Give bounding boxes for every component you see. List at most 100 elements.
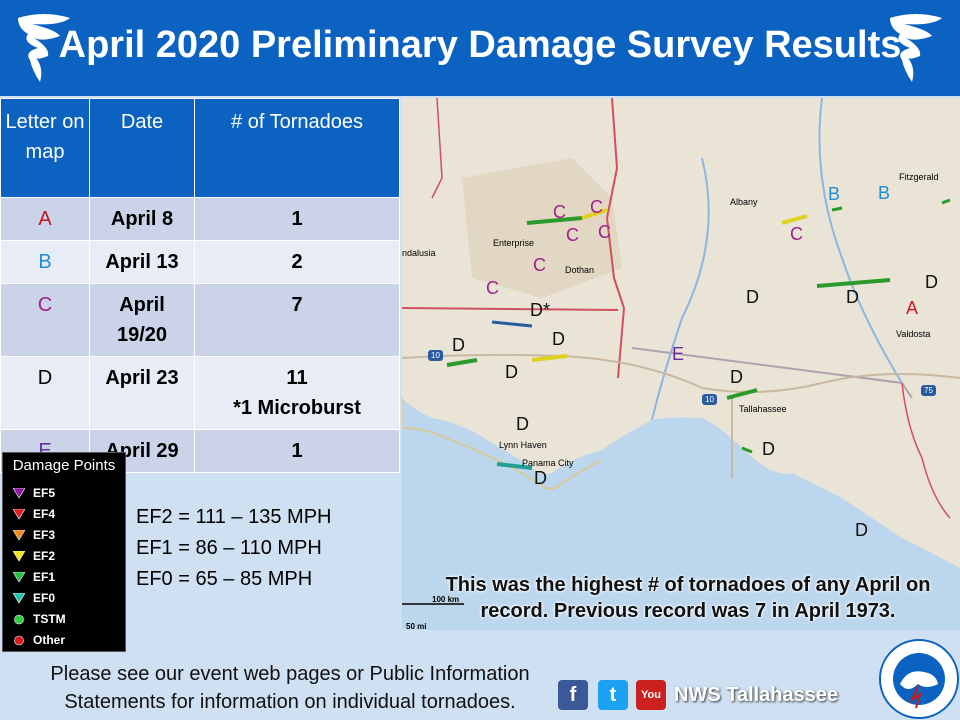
tornado-tracks <box>446 198 951 470</box>
city-label: Enterprise <box>493 238 535 248</box>
facebook-icon[interactable]: f <box>558 680 588 710</box>
triangle-icon <box>13 488 25 499</box>
header-banner: April 2020 Preliminary Damage Survey Res… <box>0 0 960 96</box>
twitter-icon[interactable]: t <box>598 680 628 710</box>
ef-scale-line: EF1 = 86 – 110 MPH <box>136 537 322 559</box>
city-label: Tallahassee <box>739 404 787 414</box>
map-marker: C <box>590 197 603 217</box>
city-label: Valdosta <box>896 329 931 339</box>
map-marker: C <box>486 278 499 298</box>
scale-bar <box>402 603 464 605</box>
brand-name: NWS Tallahassee <box>674 684 839 706</box>
legend-item-ef0: EF0 <box>13 590 56 606</box>
row-count: 1 <box>194 197 400 241</box>
map-marker: D <box>925 272 938 292</box>
city-label: Panama City <box>522 458 574 468</box>
map-marker: C <box>790 224 803 244</box>
row-letter: D <box>0 356 90 430</box>
legend-label: EF4 <box>33 507 56 521</box>
legend-label: EF2 <box>33 549 56 563</box>
legend-item-ef4: EF4 <box>13 506 56 522</box>
map-marker: B <box>878 183 891 203</box>
table-row: D April 23 11 *1 Microburst <box>0 356 400 430</box>
map-marker: D <box>452 335 465 355</box>
row-count: 2 <box>194 240 400 284</box>
table-header-row: Letter on map Date # of Tornadoes <box>0 98 400 198</box>
city-label: Dothan <box>565 265 595 275</box>
map-marker: D <box>552 329 565 349</box>
map-marker: C <box>533 255 546 275</box>
highway-shield: 10 <box>428 350 443 361</box>
legend-item-ef1: EF1 <box>13 569 56 585</box>
map-marker: C <box>553 202 566 222</box>
row-count-value: 7 <box>291 294 303 316</box>
row-date: April 19/20 <box>89 283 195 357</box>
column-header-letter: Letter on map <box>0 98 90 198</box>
legend-item-tstm: TSTM <box>14 611 66 627</box>
table-row: C April 19/20 7 <box>0 283 400 357</box>
legend-label: Other <box>33 633 66 647</box>
city-label: ndalusia <box>402 248 436 258</box>
column-header-count: # of Tornadoes <box>194 98 400 198</box>
legend-label: EF3 <box>33 528 56 542</box>
map-marker: D <box>730 367 743 387</box>
triangle-icon <box>13 551 25 562</box>
table-row: A April 8 1 <box>0 197 400 241</box>
table-row: B April 13 2 <box>0 240 400 284</box>
triangle-icon <box>13 593 25 604</box>
legend-label: EF1 <box>33 570 56 584</box>
map-marker: D <box>534 468 547 488</box>
legend-label: TSTM <box>33 612 66 626</box>
table-row: E April 29 1 <box>0 429 400 473</box>
column-header-date: Date <box>89 98 195 198</box>
map-drawing <box>402 98 960 630</box>
circle-icon <box>14 614 24 625</box>
map-marker: D <box>855 520 868 540</box>
row-count: 7 <box>194 283 400 357</box>
map-caption: This was the highest # of tornadoes of a… <box>445 574 931 622</box>
tornado-icon <box>18 14 70 82</box>
legend-label: EF0 <box>33 591 56 605</box>
map-marker: D <box>762 439 775 459</box>
row-date: April 13 <box>89 240 195 284</box>
damage-points-legend: Damage Points EF5 EF4 EF3 EF2 EF1 EF0 TS… <box>2 452 126 652</box>
tornado-map: Fitzgerald Albany Enterprise Dothan Vald… <box>402 98 960 630</box>
legend-item-ef5: EF5 <box>13 485 56 501</box>
map-marker: C <box>598 222 611 242</box>
map-marker: B <box>828 184 841 204</box>
map-marker: D <box>505 362 518 382</box>
row-letter: B <box>0 240 90 284</box>
map-marker: C <box>566 225 579 245</box>
nws-logo-icon <box>879 639 959 719</box>
highway-shield: 75 <box>921 385 936 396</box>
city-label: Fitzgerald <box>899 172 939 182</box>
city-label: Albany <box>730 197 758 207</box>
legend-item-ef3: EF3 <box>13 527 56 543</box>
map-marker: D <box>746 287 759 307</box>
triangle-icon <box>13 530 25 541</box>
triangle-icon <box>13 509 25 520</box>
scale-mi: 50 mi <box>406 622 427 630</box>
ef-scale-line: EF2 = 111 – 135 MPH <box>136 506 332 528</box>
city-label: Lynn Haven <box>499 440 547 450</box>
ef-scale-line: EF0 = 65 – 85 MPH <box>136 568 313 590</box>
map-marker: A <box>906 298 919 318</box>
tornado-icon <box>890 14 942 82</box>
legend-label: EF5 <box>33 486 56 500</box>
youtube-icon[interactable]: You <box>636 680 666 710</box>
map-marker: D* <box>530 300 551 320</box>
legend-item-other: Other <box>14 632 66 648</box>
row-count-value: 1 <box>291 208 303 230</box>
triangle-icon <box>13 572 25 583</box>
row-date: April 8 <box>89 197 195 241</box>
page-title: April 2020 Preliminary Damage Survey Res… <box>58 24 902 66</box>
map-marker: D <box>846 287 859 307</box>
row-count: 11 *1 Microburst <box>194 356 400 430</box>
row-count-value: 11 <box>286 367 308 389</box>
row-count-value: 2 <box>291 251 303 273</box>
circle-icon <box>14 635 24 646</box>
row-note: *1 Microburst <box>233 397 361 419</box>
tornado-table: Letter on map Date # of Tornadoes A Apri… <box>0 98 400 473</box>
footer-note: Please see our event web pages or Public… <box>50 663 530 713</box>
legend-title: Damage Points <box>12 457 116 474</box>
